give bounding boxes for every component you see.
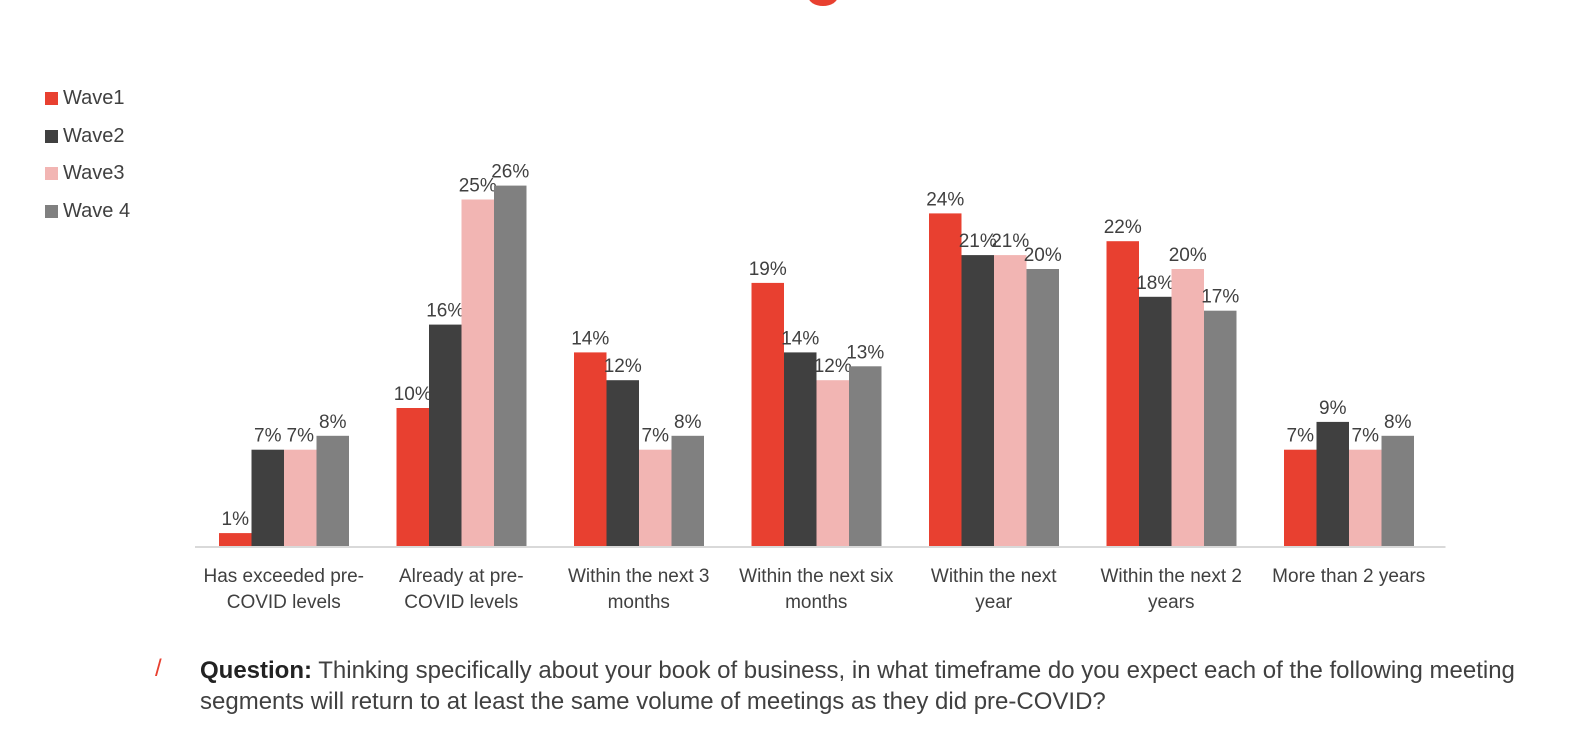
x-tick-label: years [1148,592,1194,613]
data-label: 17% [1201,287,1239,308]
bar [1381,435,1414,547]
data-label: 24% [926,189,964,210]
x-tick-label: months [608,592,670,613]
legend-item: Wave3 [45,155,130,193]
bar [284,449,317,547]
legend-label: Wave1 [63,87,125,110]
legend-swatch [45,167,58,181]
data-label: 8% [1384,412,1412,433]
legend-swatch [45,92,58,106]
x-tick-label: COVID levels [227,592,341,613]
bar [1284,449,1317,547]
data-label: 12% [814,356,852,377]
data-label: 8% [319,412,347,433]
bar [494,185,527,547]
data-label: 10% [394,384,432,405]
legend-item: Wave1 [45,80,130,118]
bar [929,213,962,547]
data-label: 9% [1319,398,1347,419]
bar [219,533,252,547]
x-tick-label: COVID levels [404,592,518,613]
top-accent-shape [808,0,838,6]
data-label: 14% [571,328,609,349]
data-label: 7% [1352,426,1380,447]
x-tick-label: Within the next 3 [568,566,710,587]
question-text: Question: Thinking specifically about yo… [200,655,1560,717]
x-tick-label: Within the next six [739,566,894,587]
bar [1349,449,1382,547]
data-label: 8% [674,412,702,433]
bar [574,352,607,547]
legend-swatch [45,204,58,218]
bar [1171,269,1204,547]
data-label: 12% [604,356,642,377]
data-label: 1% [222,509,250,530]
bar [606,380,639,547]
footer-slash: / [155,655,162,682]
question-body: Thinking specifically about your book of… [200,657,1515,715]
x-tick-label: Has exceeded pre- [203,566,364,587]
bar [849,366,882,547]
bar [1106,241,1139,547]
bar [639,449,672,547]
bar [816,380,849,547]
x-tick-label: More than 2 years [1272,566,1425,587]
data-label: 18% [1136,273,1174,294]
bar [671,435,704,547]
legend-item: Wave 4 [45,193,130,231]
bar [961,255,994,547]
data-label: 21% [991,231,1029,252]
data-label: 21% [959,231,997,252]
bar [251,449,284,547]
data-label: 20% [1024,245,1062,266]
bar [1204,310,1237,547]
data-label: 7% [642,426,670,447]
data-label: 22% [1104,217,1142,238]
data-label: 13% [846,342,884,363]
data-label: 7% [254,426,282,447]
data-label: 7% [287,426,315,447]
data-label: 25% [459,176,497,197]
data-label: 19% [749,259,787,280]
x-tick-label: Within the next 2 [1100,566,1242,587]
bar [1139,296,1172,547]
legend-label: Wave 4 [63,199,131,222]
bar-chart: 1%7% 7%8%Has exceeded pre-COVID levels10%… [195,162,1446,613]
data-label: 7% [1287,426,1315,447]
legend-label: Wave2 [63,124,125,147]
x-tick-label: months [785,592,847,613]
question-label: Question: [200,657,312,684]
bar [461,199,494,547]
bar [751,282,784,547]
legend-label: Wave3 [63,162,125,185]
data-label: 14% [781,328,819,349]
chart-legend: Wave1 Wave2 Wave3 Wave 4 [45,80,130,230]
data-label: 20% [1169,245,1207,266]
legend-item: Wave2 [45,118,130,156]
x-tick-label: Already at pre- [399,566,524,587]
legend-swatch [45,129,58,143]
data-label: 16% [426,301,464,322]
bar [1316,421,1349,547]
bar [429,324,462,547]
x-tick-label: year [975,592,1013,613]
bar [1026,269,1059,547]
bar [784,352,817,547]
data-label: 26% [491,162,529,183]
bar [316,435,349,547]
x-tick-label: Within the next [931,566,1057,587]
bar [396,408,429,547]
bar [994,255,1027,547]
